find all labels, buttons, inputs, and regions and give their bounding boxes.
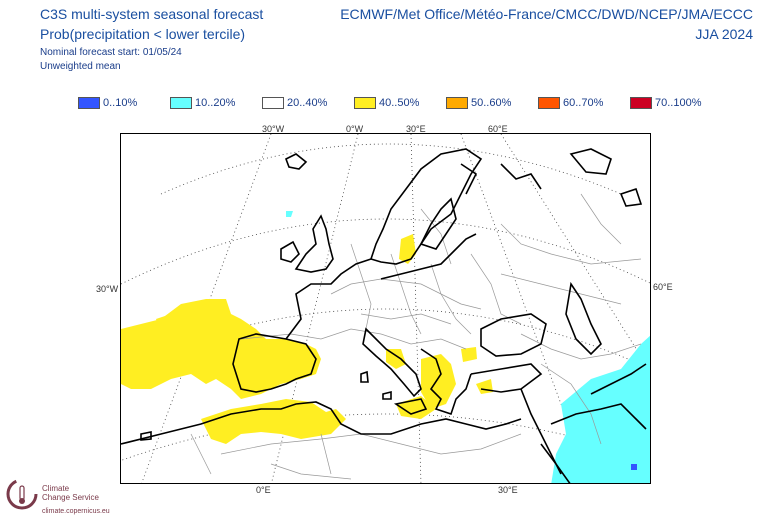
graticule bbox=[121, 134, 650, 483]
season-label: JJA 2024 bbox=[695, 26, 753, 42]
legend-swatch bbox=[262, 96, 284, 109]
axis-bottom-30e: 30°E bbox=[498, 485, 518, 495]
legend-item-50-60: 50..60% bbox=[446, 96, 511, 109]
legend-item-70-100: 70..100% bbox=[630, 96, 701, 109]
axis-top-60e: 60°E bbox=[488, 124, 508, 134]
legend-label: 10..20% bbox=[195, 96, 236, 109]
legend-item-10-20: 10..20% bbox=[170, 96, 235, 109]
legend-item-0-10: 0..10% bbox=[78, 96, 137, 109]
axis-top-30e: 30°E bbox=[406, 124, 426, 134]
forecast-start: Nominal forecast start: 01/05/24 bbox=[40, 47, 182, 58]
axis-bottom-0e: 0°E bbox=[256, 485, 271, 495]
legend-swatch bbox=[170, 96, 192, 109]
axis-left-30w: 30°W bbox=[96, 284, 119, 294]
legend-swatch bbox=[538, 96, 560, 109]
axis-top-0w: 0°W bbox=[346, 124, 364, 134]
map-variable: Prob(precipitation < lower tercile) bbox=[40, 26, 246, 42]
axis-right-60e: 60°E bbox=[653, 282, 673, 292]
axis-top-30w: 30°W bbox=[262, 124, 285, 134]
legend-item-60-70: 60..70% bbox=[538, 96, 603, 109]
logo-name-line1: Climate bbox=[42, 484, 70, 493]
model-list: ECMWF/Met Office/Météo-France/CMCC/DWD/N… bbox=[340, 6, 753, 22]
map-canvas bbox=[121, 134, 650, 483]
legend-item-40-50: 40..50% bbox=[354, 96, 419, 109]
country-borders bbox=[190, 193, 642, 480]
map-title: C3S multi-system seasonal forecast bbox=[40, 6, 264, 22]
logo-name-line2: Change Service bbox=[42, 493, 99, 502]
legend-swatch bbox=[78, 96, 100, 109]
legend-label: 20..40% bbox=[287, 96, 328, 109]
prob-10-20-areas bbox=[286, 211, 650, 483]
legend-label: 40..50% bbox=[379, 96, 420, 109]
c3s-logo-icon bbox=[6, 478, 38, 510]
logo-url: climate.copernicus.eu bbox=[42, 508, 110, 515]
legend-label: 0..10% bbox=[103, 96, 138, 109]
legend-swatch bbox=[446, 96, 468, 109]
logo-name: Climate Change Service bbox=[42, 484, 99, 502]
legend-label: 60..70% bbox=[563, 96, 604, 109]
weighting-note: Unweighted mean bbox=[40, 61, 121, 72]
legend-swatch bbox=[354, 96, 376, 109]
prob-40-50-areas bbox=[121, 234, 493, 444]
legend-label: 70..100% bbox=[655, 96, 702, 109]
legend-swatch bbox=[630, 96, 652, 109]
prob-0-10-area bbox=[631, 464, 637, 470]
legend-label: 50..60% bbox=[471, 96, 512, 109]
forecast-map bbox=[120, 133, 651, 484]
c3s-logo: Climate Change Service climate.copernicu… bbox=[6, 478, 146, 518]
legend-item-20-40: 20..40% bbox=[262, 96, 327, 109]
coastlines bbox=[121, 148, 647, 483]
